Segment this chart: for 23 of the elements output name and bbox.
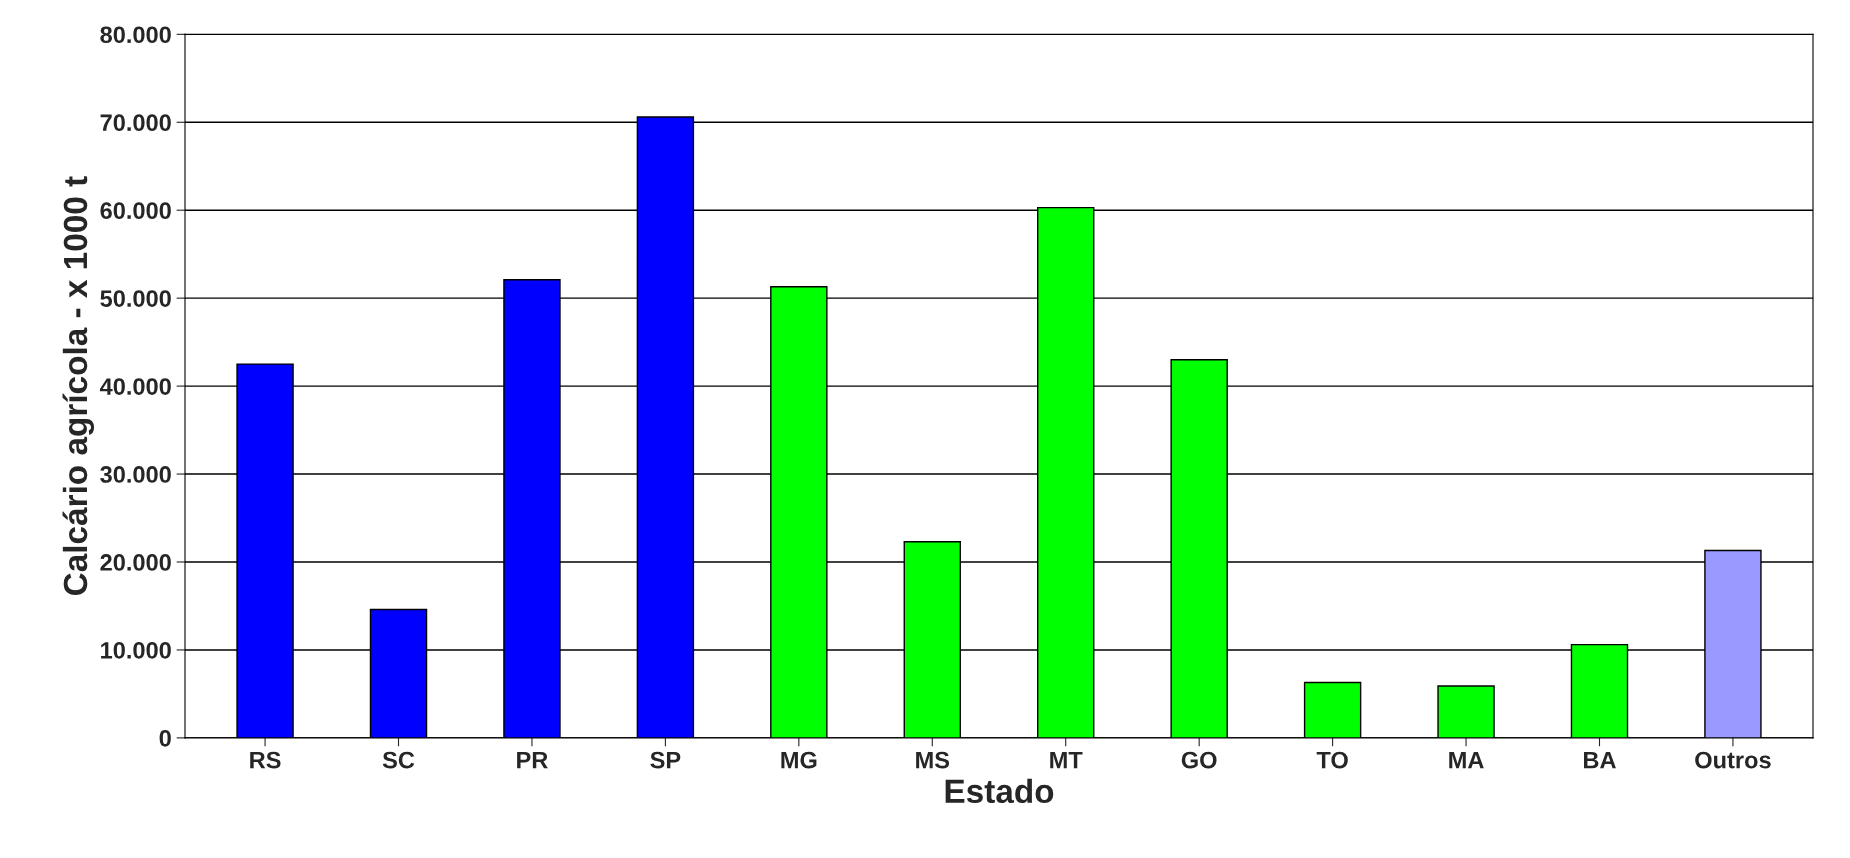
y-tick-label: 40.000: [99, 378, 171, 395]
x-tick-label: TO: [1316, 751, 1348, 769]
y-tick-label: 50.000: [100, 290, 171, 307]
x-tick-label: MS: [916, 751, 950, 769]
y-tick-label: 80.000: [100, 26, 171, 44]
y-tick-label: 70.000: [100, 114, 171, 132]
x-tick-label: MT: [1050, 751, 1083, 769]
x-tick-label: SC: [382, 751, 415, 769]
x-tick-label: RS: [250, 751, 281, 769]
x-tick-label: Outros: [1695, 751, 1771, 769]
y-tick-label: 30.000: [100, 466, 171, 483]
y-tick-label: 10.000: [101, 642, 171, 659]
x-tick-label: GO: [1181, 751, 1217, 769]
x-tick-label: SP: [650, 751, 681, 769]
x-tick-label: MG: [781, 751, 817, 769]
x-tick-label: MA: [1449, 751, 1484, 769]
y-tick-label: 60.000: [100, 202, 171, 219]
y-tick-label: 20.000: [100, 554, 171, 571]
x-tick-label: BA: [1584, 751, 1616, 769]
y-tick-label: 0: [159, 729, 171, 747]
y-axis-title: Calcário agrícola - x 1000 t: [62, 176, 95, 595]
x-tick-label: PR: [517, 751, 548, 769]
x-axis-title: Estado: [945, 778, 1054, 804]
